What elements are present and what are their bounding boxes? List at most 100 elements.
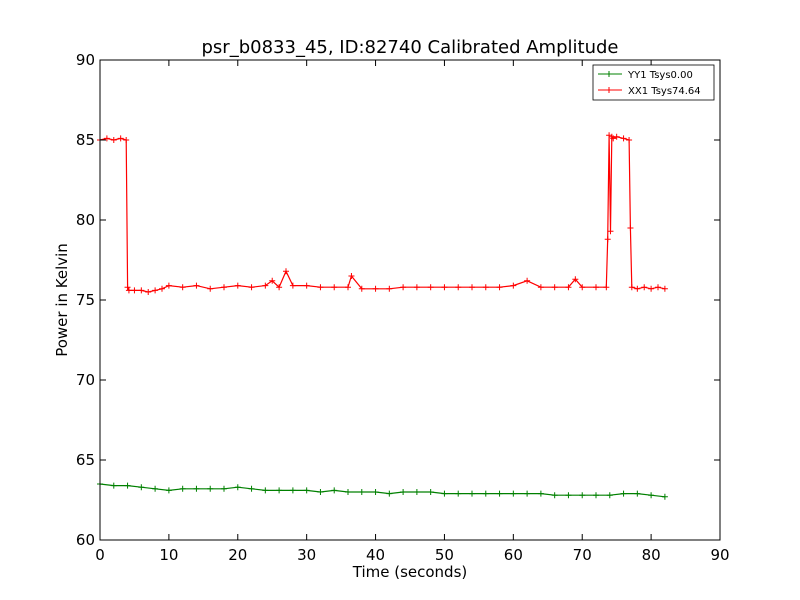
data-point-yy1 — [482, 490, 489, 497]
data-point-yy1 — [276, 487, 283, 494]
data-point-xx1 — [626, 137, 633, 143]
data-point-yy1 — [661, 493, 668, 500]
data-point-xx1 — [117, 135, 124, 142]
data-point-yy1 — [179, 485, 186, 492]
legend: YY1 Tsys0.00 XX1 Tsys74.64 — [592, 64, 715, 101]
y-tick-label: 80 — [76, 211, 95, 229]
data-point-xx1 — [221, 284, 227, 291]
data-point-yy1 — [345, 489, 351, 495]
series-layer — [97, 132, 668, 500]
data-point-xx1 — [655, 284, 661, 291]
data-point-yy1 — [551, 492, 558, 499]
data-point-xx1 — [262, 282, 269, 289]
data-point-yy1 — [634, 490, 641, 497]
data-point-yy1 — [303, 487, 310, 494]
data-point-xx1 — [131, 287, 138, 294]
data-point-xx1 — [123, 137, 130, 143]
data-point-xx1 — [537, 284, 544, 291]
data-point-xx1 — [269, 277, 276, 284]
data-point-xx1 — [441, 284, 448, 291]
data-point-xx1 — [159, 285, 165, 292]
data-point-xx1 — [207, 285, 214, 292]
data-point-yy1 — [193, 485, 200, 492]
x-tick-label: 20 — [228, 546, 247, 564]
data-point-xx1 — [455, 284, 462, 291]
data-point-yy1 — [537, 490, 544, 497]
data-point-xx1 — [248, 284, 255, 291]
data-point-xx1 — [234, 282, 241, 289]
data-point-yy1 — [124, 482, 131, 489]
data-point-yy1 — [138, 484, 145, 491]
data-point-yy1 — [579, 492, 586, 499]
x-tick-label: 40 — [366, 546, 385, 564]
y-tick-label: 75 — [76, 291, 95, 309]
data-point-xx1 — [179, 284, 186, 291]
data-point-yy1 — [524, 490, 531, 497]
data-point-xx1 — [482, 284, 489, 291]
x-tick-label: 30 — [297, 546, 316, 564]
data-point-yy1 — [331, 487, 338, 494]
data-point-yy1 — [620, 490, 627, 497]
data-point-yy1 — [317, 489, 324, 495]
axis-ticks: 0 10 20 30 40 50 60 70 80 90 60 65 70 75 80 85 90 — [76, 51, 730, 564]
series-xx1 — [97, 132, 668, 295]
data-point-yy1 — [358, 489, 365, 495]
data-point-xx1 — [427, 284, 434, 291]
data-point-yy1 — [413, 489, 420, 495]
legend-label-xx1: XX1 Tsys74.64 — [628, 86, 701, 97]
data-point-xx1 — [510, 282, 517, 289]
data-point-yy1 — [234, 484, 241, 491]
legend-marker-yy1 — [598, 71, 622, 77]
data-point-yy1 — [110, 482, 117, 489]
series-line-xx1 — [99, 135, 666, 293]
data-point-xx1 — [145, 289, 152, 295]
data-point-xx1 — [572, 276, 579, 283]
data-point-xx1 — [124, 284, 131, 291]
x-tick-label: 70 — [573, 546, 592, 564]
data-point-yy1 — [386, 490, 393, 497]
data-point-xx1 — [628, 284, 635, 291]
chart-title: psr_b0833_45, ID:82740 Calibrated Amplit… — [202, 37, 619, 58]
data-point-xx1 — [125, 287, 132, 294]
data-point-yy1 — [565, 492, 572, 499]
data-point-xx1 — [565, 284, 572, 291]
data-point-yy1 — [400, 489, 407, 495]
data-point-xx1 — [317, 284, 324, 291]
data-point-yy1 — [606, 492, 613, 499]
data-point-yy1 — [510, 490, 517, 497]
data-point-xx1 — [610, 135, 617, 142]
data-point-xx1 — [283, 268, 289, 275]
data-point-xx1 — [348, 273, 355, 279]
data-point-yy1 — [152, 485, 159, 492]
data-point-xx1 — [603, 284, 610, 291]
data-point-yy1 — [289, 487, 296, 494]
data-point-yy1 — [207, 485, 214, 492]
series-yy1 — [97, 481, 668, 500]
data-point-xx1 — [648, 285, 655, 292]
data-point-xx1 — [165, 282, 172, 289]
data-point-yy1 — [427, 489, 434, 495]
data-point-xx1 — [400, 284, 407, 291]
data-point-xx1 — [289, 282, 296, 289]
y-tick-label: 60 — [76, 531, 95, 549]
data-point-xx1 — [641, 284, 648, 291]
data-point-xx1 — [593, 284, 599, 291]
data-point-xx1 — [372, 285, 379, 292]
data-point-xx1 — [620, 135, 627, 142]
data-point-yy1 — [648, 492, 655, 499]
data-point-xx1 — [103, 135, 110, 142]
data-point-xx1 — [193, 282, 200, 289]
y-tick-label: 90 — [76, 51, 95, 69]
data-point-xx1 — [276, 284, 283, 291]
data-point-xx1 — [607, 228, 614, 235]
x-tick-label: 80 — [642, 546, 661, 564]
data-point-xx1 — [579, 284, 586, 291]
data-point-xx1 — [345, 284, 351, 291]
data-point-xx1 — [496, 284, 503, 291]
data-point-xx1 — [627, 225, 634, 231]
x-tick-label: 90 — [710, 546, 729, 564]
data-point-xx1 — [613, 133, 620, 140]
data-point-xx1 — [138, 287, 145, 294]
legend-box — [592, 64, 715, 101]
data-point-yy1 — [262, 487, 269, 494]
